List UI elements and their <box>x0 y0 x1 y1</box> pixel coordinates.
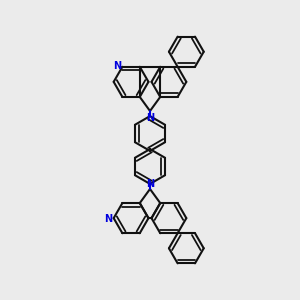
Text: N: N <box>146 112 155 123</box>
Text: N: N <box>146 178 155 189</box>
Text: N: N <box>113 61 121 70</box>
Text: N: N <box>104 214 112 224</box>
